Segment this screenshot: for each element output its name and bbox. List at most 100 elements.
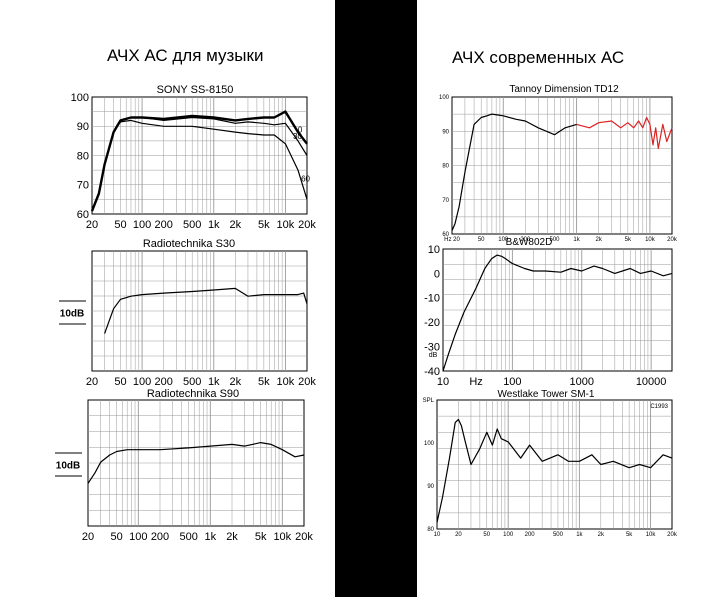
y-tick-label: -40 (424, 366, 440, 378)
x-tick-label: 50 (114, 376, 126, 388)
x-tick-label: 20 (82, 531, 94, 543)
x-tick-label: 5k (625, 237, 632, 243)
x-tick-label: 10k (277, 376, 295, 388)
x-tick-label: 20k (295, 531, 313, 543)
x-tick-label: 100 (133, 219, 151, 231)
x-tick-label: 500 (179, 531, 197, 543)
x-tick-label: 1k (208, 376, 220, 388)
series-line (576, 116, 673, 149)
x-tick-label: 1k (573, 237, 580, 243)
x-tick-label: 50 (478, 237, 485, 243)
chart-title: SONY SS-8150 (157, 84, 234, 96)
y-tick-label: 60 (77, 209, 89, 221)
x-tick-label: 500 (183, 219, 201, 231)
y-tick-label: 80 (427, 527, 434, 533)
x-tick-label: 200 (525, 532, 536, 538)
x-tick-label: 20k (298, 376, 316, 388)
x-tick-label: 20 (86, 219, 98, 231)
x-tick-label: Hz (469, 376, 482, 388)
y-tick-label: 80 (442, 164, 449, 170)
y-tick-label: -10 (424, 293, 440, 305)
x-tick-label: 500 (550, 237, 561, 243)
y-tick-label: 60 (442, 232, 449, 238)
y-tick-label: 90 (427, 484, 434, 490)
series-line (91, 119, 308, 212)
y-tick-label: 100 (424, 441, 435, 447)
x-tick-label: 2k (598, 532, 605, 538)
x-tick-label: 10k (277, 219, 295, 231)
series-line (451, 113, 577, 231)
x-tick-label: 200 (151, 531, 169, 543)
y-tick-label: 100 (71, 92, 89, 104)
x-tick-label: 1k (205, 531, 217, 543)
x-tick-label: 200 (154, 376, 172, 388)
chart-title: B&W802D (506, 237, 553, 248)
x-tick-label: 200 (154, 219, 172, 231)
curve-annotation: 0 (298, 126, 303, 135)
x-tick-label: 10k (645, 237, 656, 243)
x-tick-label: 500 (183, 376, 201, 388)
scale-label: 10dB (60, 309, 84, 320)
series-line (91, 116, 308, 212)
divider-bar (335, 0, 417, 597)
x-tick-label: 10000 (636, 376, 667, 388)
chart-title: Tannoy Dimension TD12 (509, 84, 619, 95)
chart-title: Westlake Tower SM-1 (498, 389, 595, 400)
curve-annotation: 60 (301, 174, 310, 183)
y-tick-label: -20 (424, 317, 440, 329)
right-heading: АЧХ современных АС (452, 48, 625, 67)
x-tick-label: 100 (503, 376, 521, 388)
x-tick-label: 5k (626, 532, 633, 538)
series-line (90, 110, 308, 212)
series-line (436, 418, 673, 523)
series-line (104, 287, 308, 334)
series-line (87, 442, 305, 484)
curve-annotation: 30 (293, 132, 302, 141)
x-tick-label: 10 (434, 532, 441, 538)
chart-title: Radiotechnika S90 (147, 388, 239, 400)
y-unit-label: dB (429, 352, 438, 359)
y-tick-label: 100 (439, 95, 450, 101)
x-tick-label: 1000 (570, 376, 594, 388)
x-tick-label: 5k (258, 376, 270, 388)
left-heading: АЧХ АС для музыки (107, 46, 264, 65)
x-tick-label: 5k (258, 219, 270, 231)
x-tick-label: 20k (667, 237, 678, 243)
corner-label: C1993 (650, 404, 668, 410)
x-tick-label: 2k (226, 531, 238, 543)
y-tick-label: SPL (423, 398, 435, 404)
x-tick-label: 100 (129, 531, 147, 543)
x-tick-label: 1k (208, 219, 220, 231)
x-tick-label: 2k (230, 376, 242, 388)
x-tick-label: 20k (667, 532, 678, 538)
x-tick-label: 20 (455, 532, 462, 538)
scale-label: 10dB (56, 461, 80, 472)
x-tick-label: 50 (114, 219, 126, 231)
x-tick-label: 2k (230, 219, 242, 231)
x-tick-label: 100 (498, 237, 509, 243)
chart-title: Radiotechnika S30 (143, 238, 235, 250)
y-tick-label: 10 (428, 244, 440, 256)
y-tick-label: 80 (77, 150, 89, 162)
y-tick-label: 90 (442, 129, 449, 135)
x-tick-label: Hz 20 (444, 237, 460, 243)
y-tick-label: 70 (77, 180, 89, 192)
x-tick-label: 2k (595, 237, 602, 243)
y-tick-label: 90 (77, 121, 89, 133)
x-tick-label: 200 (520, 237, 531, 243)
x-tick-label: 10k (273, 531, 291, 543)
x-tick-label: 1k (576, 532, 583, 538)
x-tick-label: 5k (255, 531, 267, 543)
series-line (442, 254, 673, 372)
x-tick-label: 500 (553, 532, 564, 538)
y-tick-label: 0 (434, 268, 440, 280)
x-tick-label: 100 (133, 376, 151, 388)
y-tick-label: 70 (442, 198, 449, 204)
x-tick-label: 50 (483, 532, 490, 538)
y-tick-label: -30 (424, 341, 440, 353)
x-tick-label: 20k (298, 219, 316, 231)
x-tick-label: 10k (646, 532, 657, 538)
x-tick-label: 10 (437, 376, 449, 388)
